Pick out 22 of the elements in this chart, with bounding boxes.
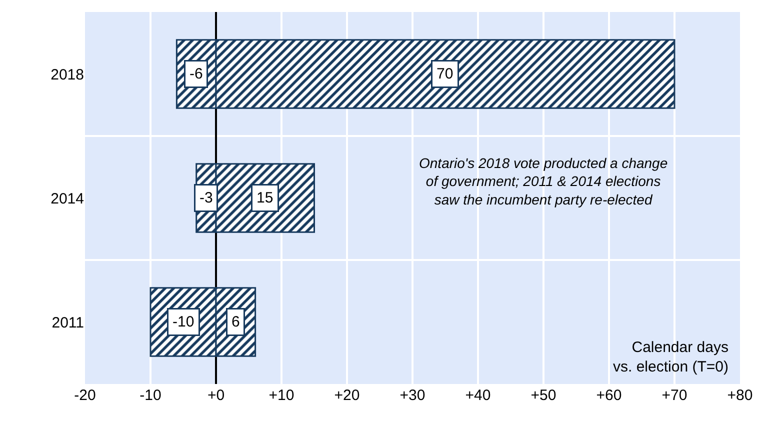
data-label: 6 <box>232 314 240 330</box>
x-tick-label: +10 <box>268 387 294 404</box>
x-tick-label: +20 <box>334 387 360 404</box>
data-label: 15 <box>256 190 274 206</box>
data-label: -6 <box>190 66 203 82</box>
x-tick-label: +70 <box>662 387 688 404</box>
y-tick-label: 2014 <box>50 190 84 208</box>
data-label: -3 <box>200 190 213 206</box>
x-tick-label: +40 <box>465 387 491 404</box>
x-tick-label: +30 <box>400 387 426 404</box>
y-tick-label: 2018 <box>50 66 84 84</box>
x-tick-label: +80 <box>727 387 753 404</box>
x-tick-label: +60 <box>596 387 622 404</box>
x-tick-label: +50 <box>530 387 556 404</box>
x-tick-label: +0 <box>207 387 225 404</box>
x-tick-label: -20 <box>74 387 96 404</box>
annotation: Ontario's 2018 vote producted a change of government; 2011 & 2014 elections saw the incumbent party re-elected <box>419 155 668 208</box>
data-label: -10 <box>172 314 194 330</box>
x-tick-label: -10 <box>140 387 162 404</box>
y-tick-label: 2011 <box>52 314 84 332</box>
data-label: 70 <box>436 66 454 82</box>
x-axis-title: Calendar days vs. election (T=0) <box>613 339 728 376</box>
